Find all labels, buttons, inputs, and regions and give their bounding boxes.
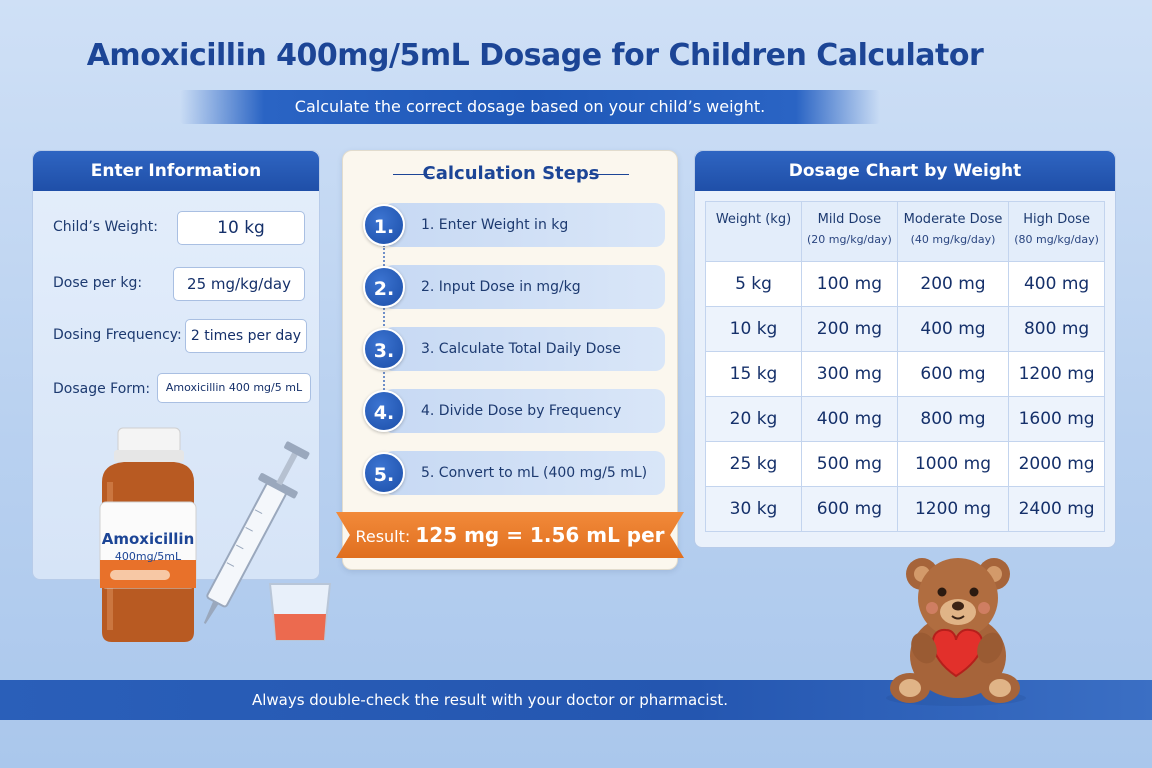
- step-3-bar: [383, 327, 665, 371]
- table-cell: 20 kg: [705, 396, 802, 442]
- table-cell: 25 kg: [705, 441, 802, 487]
- table-cell: 500 mg: [801, 441, 898, 487]
- table-row: 15 kg 300 mg 600 mg 1200 mg: [705, 351, 1105, 397]
- table-row: 20 kg 400 mg 800 mg 1600 mg: [705, 396, 1105, 442]
- dose-per-kg-input[interactable]: 25 mg/kg/day: [173, 267, 305, 301]
- result-value: 125 mg = 1.56 mL per dose: [415, 523, 665, 595]
- table-row: 25 kg 500 mg 1000 mg 2000 mg: [705, 441, 1105, 487]
- medicine-bottle-icon: [99, 427, 197, 642]
- table-cell: 2000 mg: [1008, 441, 1105, 487]
- table-cell: 400 mg: [896, 306, 1010, 352]
- dosage-form-input[interactable]: Amoxicillin 400 mg/5 mL: [157, 373, 311, 403]
- table-cell: 15 kg: [705, 351, 802, 397]
- table-cell: 100 mg: [801, 261, 898, 307]
- step-5-bar: [383, 451, 665, 495]
- table-cell: 400 mg: [801, 396, 898, 442]
- table-cell: 10 kg: [705, 306, 802, 352]
- page-title: Amoxicillin 400mg/5mL Dosage for Childre…: [86, 38, 984, 73]
- step-2-bar: [383, 265, 665, 309]
- table-cell: 30 kg: [705, 486, 802, 532]
- table-cell: 1600 mg: [1008, 396, 1105, 442]
- dosage-table: Weight (kg) Mild Dose (20 mg/kg/day) Mode…: [705, 201, 1105, 532]
- dosage-chart-title: Dosage Chart by Weight: [695, 151, 1115, 191]
- step-5-text: 5. Convert to mL (400 mg/5 mL): [421, 465, 648, 481]
- subtitle-band: [180, 90, 880, 124]
- step-1-bar: [383, 203, 665, 247]
- table-cell: 400 mg: [1008, 261, 1105, 307]
- syringe-icon: [203, 441, 310, 624]
- result-banner: Result: 125 mg = 1.56 mL per dose: [336, 512, 684, 558]
- step-2-text: 2. Input Dose in mg/kg: [421, 279, 581, 295]
- title-rule-left: [393, 174, 433, 175]
- dosage-form-label: Dosage Form:: [53, 381, 151, 397]
- table-cell: 600 mg: [896, 351, 1010, 397]
- step-1-number: 1.: [363, 204, 405, 246]
- column-header-weight: Weight (kg): [705, 201, 802, 262]
- frequency-input[interactable]: 2 times per day: [185, 319, 307, 353]
- input-panel: Enter Information Child’s Weight: 10 kg …: [32, 150, 320, 580]
- medicine-illustration: Amoxicillin 400mg/5mL: [99, 427, 332, 642]
- result-label: Result:: [355, 527, 411, 546]
- dosage-chart-panel: Dosage Chart by Weight Weight (kg) Mild …: [694, 150, 1116, 548]
- step-4-text: 4. Divide Dose by Frequency: [421, 403, 622, 419]
- table-row: 30 kg 600 mg 1200 mg 2400 mg: [705, 486, 1105, 532]
- frequency-row: Dosing Frequency: 2 times per day: [33, 319, 321, 353]
- table-header-row: Weight (kg) Mild Dose (20 mg/kg/day) Mode…: [705, 201, 1105, 262]
- page-subtitle: Calculate the correct dosage based on yo…: [294, 97, 766, 116]
- dose-per-kg-row: Dose per kg: 25 mg/kg/day: [33, 267, 321, 301]
- column-header-moderate: Moderate Dose (40 mg/kg/day): [896, 201, 1010, 262]
- bottle-label-name: Amoxicillin: [102, 530, 195, 548]
- table-cell: 800 mg: [896, 396, 1010, 442]
- steps-panel: Calculation Steps 1. 1. Enter Weight in …: [342, 150, 678, 570]
- table-row: 5 kg 100 mg 200 mg 400 mg: [705, 261, 1105, 307]
- step-2-number: 2.: [363, 266, 405, 308]
- table-cell: 5 kg: [705, 261, 802, 307]
- table-cell: 1000 mg: [896, 441, 1010, 487]
- table-cell: 200 mg: [801, 306, 898, 352]
- step-1-text: 1. Enter Weight in kg: [421, 217, 569, 233]
- table-cell: 1200 mg: [1008, 351, 1105, 397]
- table-cell: 1200 mg: [896, 486, 1010, 532]
- table-cell: 800 mg: [1008, 306, 1105, 352]
- column-header-mild: Mild Dose (20 mg/kg/day): [801, 201, 898, 262]
- bottle-label-strength: 400mg/5mL: [115, 550, 182, 563]
- step-3-text: 3. Calculate Total Daily Dose: [421, 341, 621, 357]
- weight-field-row: Child’s Weight: 10 kg: [33, 211, 321, 245]
- steps-panel-title: Calculation Steps: [422, 163, 600, 184]
- table-row: 10 kg 200 mg 400 mg 800 mg: [705, 306, 1105, 352]
- table-cell: 600 mg: [801, 486, 898, 532]
- table-cell: 300 mg: [801, 351, 898, 397]
- step-5-number: 5.: [363, 452, 405, 494]
- title-rule-right: [589, 174, 629, 175]
- frequency-label: Dosing Frequency:: [53, 327, 182, 343]
- weight-input[interactable]: 10 kg: [177, 211, 305, 245]
- column-header-high: High Dose (80 mg/kg/day): [1008, 201, 1105, 262]
- teddy-bear-icon: [886, 558, 1026, 706]
- step-4-number: 4.: [363, 390, 405, 432]
- table-cell: 2400 mg: [1008, 486, 1105, 532]
- medicine-cup-icon: [268, 583, 332, 641]
- footer-disclaimer: Always double-check the result with your…: [251, 691, 729, 709]
- weight-label: Child’s Weight:: [53, 219, 158, 235]
- dosage-form-row: Dosage Form: Amoxicillin 400 mg/5 mL: [33, 373, 321, 407]
- dose-per-kg-label: Dose per kg:: [53, 275, 143, 291]
- input-panel-title: Enter Information: [33, 151, 319, 191]
- step-3-number: 3.: [363, 328, 405, 370]
- step-4-bar: [383, 389, 665, 433]
- table-cell: 200 mg: [896, 261, 1010, 307]
